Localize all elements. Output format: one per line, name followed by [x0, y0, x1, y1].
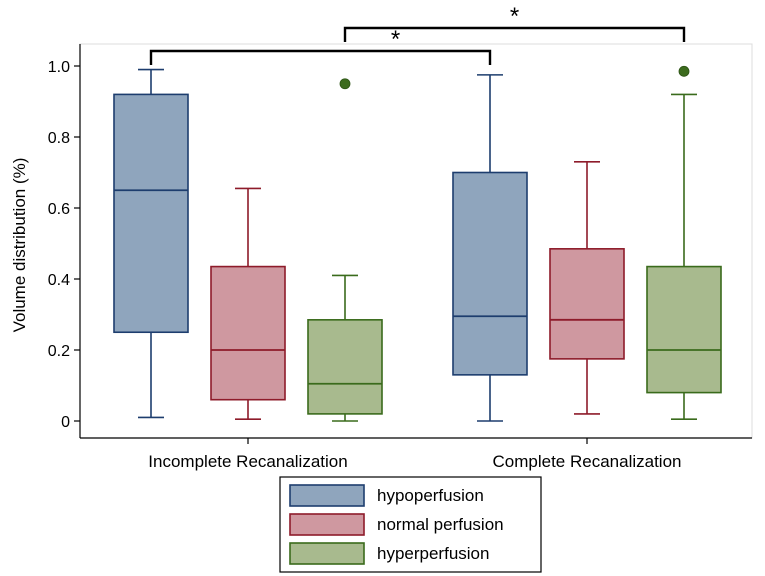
legend-swatch-normal-perfusion: [289, 513, 365, 536]
legend-label-normal-perfusion: normal perfusion: [377, 515, 504, 534]
y-tick-label: 1.0: [48, 59, 70, 76]
legend-swatch-hyperperfusion: [289, 542, 365, 565]
y-tick-label: 0.4: [48, 272, 70, 289]
box-normal-perfusion-incomplete-recanalization: [210, 187, 286, 421]
box-iqr-hypoperfusion-incomplete-recanalization: [113, 93, 189, 334]
y-tick-label: 0.2: [48, 343, 70, 360]
box-iqr-normal-perfusion-complete-recanalization: [549, 248, 625, 360]
legend-swatch-hypoperfusion: [289, 484, 365, 507]
box-iqr-normal-perfusion-incomplete-recanalization: [210, 265, 286, 401]
box-iqr-hyperperfusion-incomplete-recanalization: [307, 319, 383, 415]
box-hyperperfusion-complete-recanalization: [646, 65, 722, 421]
box-iqr-hypoperfusion-complete-recanalization: [452, 171, 528, 376]
y-tick-label: 0.6: [48, 201, 70, 218]
outlier-point-hyperperfusion-complete-recanalization: [678, 65, 690, 77]
box-hypoperfusion-complete-recanalization: [452, 74, 528, 422]
significance-bracket-2: [343, 26, 686, 42]
box-hypoperfusion-incomplete-recanalization: [113, 68, 189, 419]
box-hyperperfusion-incomplete-recanalization: [307, 78, 383, 422]
significance-star-1: *: [391, 26, 400, 53]
y-tick-label: 0.8: [48, 130, 70, 147]
y-tick-label: 0: [61, 414, 70, 431]
box-iqr-hyperperfusion-complete-recanalization: [646, 265, 722, 394]
x-group-label-incomplete-recanalization: Incomplete Recanalization: [148, 452, 347, 471]
significance-star-2: *: [510, 3, 519, 30]
significance-bracket-1: [149, 49, 492, 65]
box-normal-perfusion-complete-recanalization: [549, 161, 625, 415]
y-axis-title: Volume distribution (%): [10, 158, 29, 333]
outlier-point-hyperperfusion-incomplete-recanalization: [339, 78, 351, 90]
x-group-label-complete-recanalization: Complete Recanalization: [493, 452, 682, 471]
legend-label-hyperperfusion: hyperperfusion: [377, 544, 489, 563]
legend-label-hypoperfusion: hypoperfusion: [377, 486, 484, 505]
